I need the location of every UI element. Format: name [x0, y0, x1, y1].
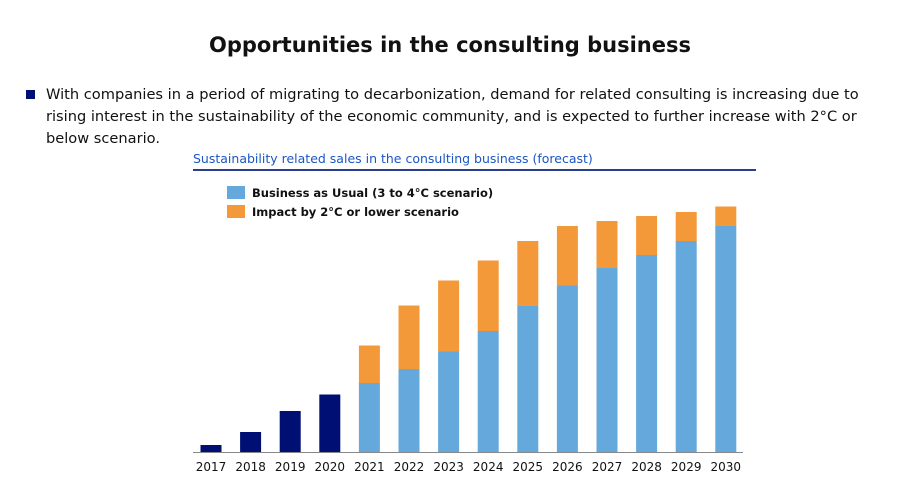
bar-2029-series-2 — [675, 212, 697, 241]
bar-2030-series-2 — [715, 206, 737, 226]
x-tick-label: 2025 — [513, 460, 544, 474]
x-tick-label: 2026 — [552, 460, 583, 474]
bar-2028-series-2 — [636, 216, 658, 255]
bar-2025-series-1 — [517, 306, 539, 452]
x-tick-label: 2021 — [354, 460, 385, 474]
x-tick-label: 2018 — [235, 460, 266, 474]
x-tick-label: 2019 — [275, 460, 306, 474]
legend-label-2c: Impact by 2°C or lower scenario — [252, 205, 459, 219]
x-tick-label: 2020 — [315, 460, 346, 474]
bar-2022-series-1 — [398, 369, 420, 452]
bar-2025-series-2 — [517, 241, 539, 306]
x-tick-label: 2029 — [671, 460, 702, 474]
bar-2021-series-2 — [358, 345, 380, 383]
x-tick-label: 2027 — [592, 460, 623, 474]
legend-swatch-bau — [227, 186, 245, 199]
bar-2020-series-0 — [319, 394, 341, 452]
bar-2017-series-0 — [200, 445, 222, 452]
bar-2023-series-1 — [438, 351, 460, 452]
x-tick-label: 2022 — [394, 460, 425, 474]
x-tick-label: 2030 — [711, 460, 742, 474]
chart-title: Sustainability related sales in the cons… — [193, 151, 593, 166]
x-tick-label: 2024 — [473, 460, 504, 474]
legend-swatch-2c — [227, 205, 245, 218]
chart-title-underline — [193, 169, 756, 171]
bar-2023-series-2 — [438, 280, 460, 352]
bullet-text: With companies in a period of migrating … — [46, 86, 859, 147]
bullet-icon — [26, 90, 35, 99]
x-tick-label: 2023 — [433, 460, 464, 474]
x-tick-label: 2028 — [631, 460, 662, 474]
bar-2026-series-1 — [556, 285, 578, 452]
bar-2030-series-1 — [715, 226, 737, 452]
bar-2019-series-0 — [279, 411, 301, 452]
bar-2027-series-1 — [596, 268, 618, 452]
bar-2018-series-0 — [240, 432, 262, 452]
bar-2027-series-2 — [596, 221, 618, 268]
bar-2028-series-1 — [636, 255, 658, 452]
legend-label-bau: Business as Usual (3 to 4°C scenario) — [252, 186, 493, 200]
bar-2024-series-1 — [477, 331, 499, 452]
bar-2024-series-2 — [477, 260, 499, 331]
bar-2026-series-2 — [556, 226, 578, 286]
x-tick-label: 2017 — [196, 460, 227, 474]
bar-2021-series-1 — [358, 383, 380, 452]
bar-2029-series-1 — [675, 241, 697, 452]
page-title: Opportunities in the consulting business — [208, 33, 691, 57]
bar-2022-series-2 — [398, 305, 420, 369]
